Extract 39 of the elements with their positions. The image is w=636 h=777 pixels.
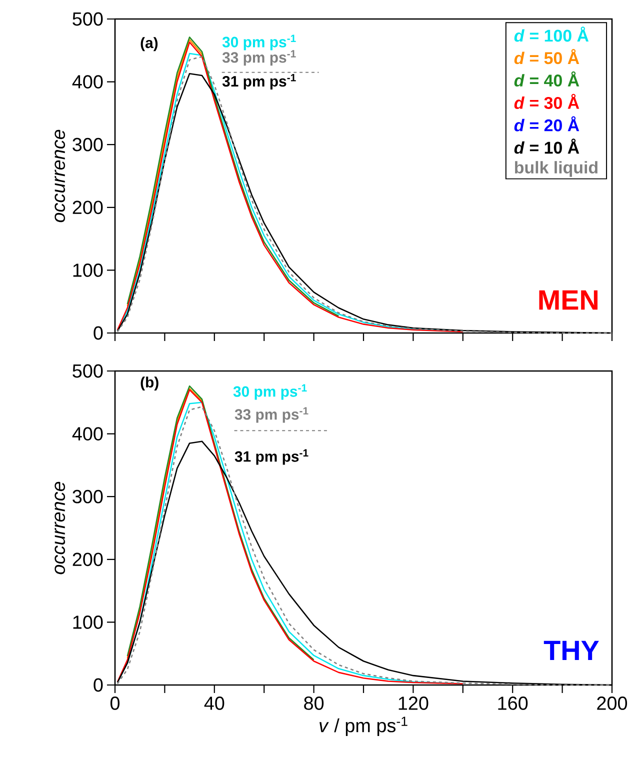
annotation: 30 pm ps$^{-1}$ — [233, 384, 307, 400]
text: bulk liquid — [515, 161, 598, 177]
legend-label: d = 20 Å — [514, 116, 580, 132]
y-tick-label: 500 — [72, 12, 103, 26]
x-tick-label: 200 — [597, 696, 628, 710]
y-tick-label: 200 — [72, 552, 103, 566]
annotation: MEN — [539, 290, 598, 310]
text: d = 50 Å — [514, 49, 580, 64]
y-tick-label: 400 — [72, 427, 103, 440]
y-axis-title: occurrence — [54, 482, 66, 574]
x-tick-label: 160 — [498, 696, 528, 710]
y-tick-label: 0 — [94, 678, 103, 692]
x-tick-label: 40 — [204, 696, 224, 710]
x-tick-label: 120 — [398, 696, 428, 710]
y-axis-title: occurrence — [54, 130, 66, 222]
text: d = 40 Å — [514, 71, 580, 87]
x-axis-title: v / pm ps$^{-1}$ — [320, 716, 408, 736]
y-tick-label: 200 — [72, 200, 103, 214]
y-tick-label: 100 — [73, 263, 103, 277]
line-series — [126, 36, 340, 317]
y-tick-label: 0 — [94, 326, 103, 340]
annotation: 30 pm ps$^{-1}$ — [222, 34, 296, 50]
y-tick-label: 100 — [73, 615, 103, 629]
y-tick-label: 400 — [72, 75, 103, 88]
annotation: 31 pm ps$^{-1}$ — [222, 74, 296, 90]
text: d = 100 Å — [514, 26, 589, 42]
annotation: THY — [544, 640, 599, 660]
x-tick-label: 0 — [110, 696, 120, 710]
annotation: (a) — [140, 37, 158, 52]
annotation: 33 pm ps$^{-1}$ — [222, 50, 296, 66]
y-tick-label: 300 — [72, 490, 103, 504]
text: d = 30 Å — [514, 94, 580, 109]
text: d = 10 Å — [514, 138, 580, 154]
x-tick-label: 80 — [304, 696, 324, 710]
annotation: (b) — [140, 376, 158, 391]
y-tick-label: 300 — [72, 138, 103, 152]
annotation: 31 pm ps$^{-1}$ — [234, 449, 308, 465]
y-tick-label: 500 — [72, 364, 103, 378]
annotation: 33 pm ps$^{-1}$ — [234, 407, 308, 423]
